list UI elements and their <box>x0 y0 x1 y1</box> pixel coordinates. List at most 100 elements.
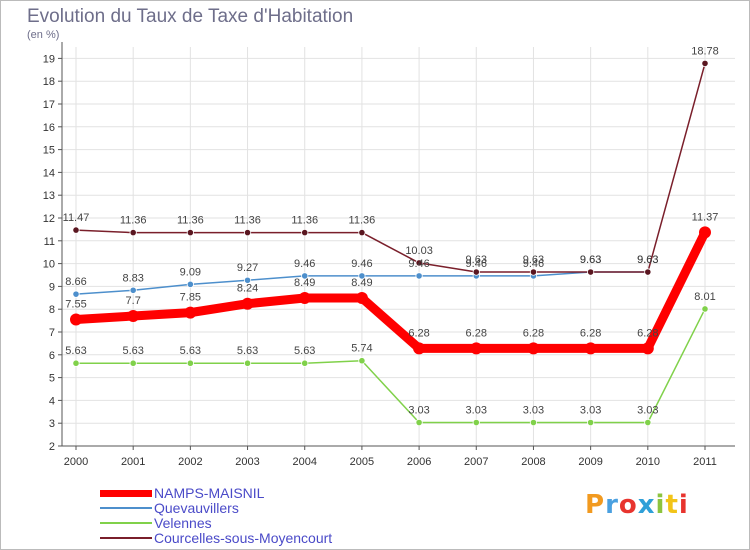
chart-subtitle: (en %) <box>27 29 60 41</box>
x-tick-label: 2007 <box>464 456 488 468</box>
legend-label: NAMPS-MAISNIL <box>154 485 265 501</box>
y-tick-label: 16 <box>43 122 55 134</box>
data-label: 9.27 <box>237 262 258 274</box>
data-point <box>641 342 654 355</box>
data-point <box>72 226 80 234</box>
y-tick-label: 5 <box>49 373 55 385</box>
data-point <box>301 272 309 280</box>
data-point <box>184 306 197 319</box>
data-label: 6.28 <box>637 327 658 339</box>
legend-swatch <box>100 522 152 524</box>
data-point <box>70 313 82 326</box>
data-label: 7.55 <box>65 298 86 310</box>
data-label: 7.7 <box>126 295 141 307</box>
data-label: 8.01 <box>694 291 715 303</box>
data-label: 9.46 <box>408 258 429 270</box>
data-point <box>186 359 194 367</box>
legend-label: Courcelles-sous-Moyencourt <box>154 530 333 546</box>
data-point <box>243 276 252 284</box>
legend-label: Quevauvillers <box>154 500 239 516</box>
data-point <box>243 359 252 367</box>
y-tick-label: 18 <box>43 76 55 88</box>
data-point <box>358 228 366 237</box>
data-label: 8.66 <box>65 276 86 288</box>
data-label: 11.36 <box>177 215 204 227</box>
proxiti-logo: Proxiti <box>585 490 689 520</box>
data-label: 7.85 <box>180 292 201 304</box>
x-tick-label: 2002 <box>178 456 202 468</box>
data-label: 9.46 <box>466 258 487 270</box>
data-point <box>701 59 709 68</box>
data-point <box>699 226 711 239</box>
y-tick-label: 4 <box>49 395 55 407</box>
data-label: 6.28 <box>580 327 601 339</box>
data-label: 3.03 <box>408 405 429 417</box>
data-label: 5.63 <box>237 345 258 357</box>
data-label: 11.36 <box>291 215 318 227</box>
data-point <box>413 342 426 355</box>
y-tick-label: 12 <box>43 213 55 225</box>
x-tick-label: 2009 <box>578 456 602 468</box>
y-tick-label: 3 <box>49 418 55 430</box>
data-point <box>355 292 368 305</box>
data-label: 9.63 <box>637 254 658 266</box>
y-tick-label: 15 <box>43 145 55 157</box>
data-point <box>72 290 80 298</box>
y-tick-label: 10 <box>43 259 55 271</box>
data-point <box>644 268 652 276</box>
data-label: 9.46 <box>351 258 372 270</box>
data-point <box>358 272 366 280</box>
data-label: 5.63 <box>294 345 315 357</box>
y-tick-label: 17 <box>43 99 55 111</box>
data-label: 6.28 <box>466 327 487 339</box>
data-point <box>129 228 137 237</box>
data-label: 9.63 <box>523 254 544 266</box>
y-tick-label: 7 <box>49 327 55 339</box>
plot-area <box>62 47 735 446</box>
y-tick-label: 19 <box>43 53 55 65</box>
data-label: 3.03 <box>637 405 658 417</box>
x-tick-label: 2006 <box>407 456 431 468</box>
data-label: 5.63 <box>180 345 201 357</box>
data-point <box>470 342 483 355</box>
y-tick-label: 11 <box>44 236 55 248</box>
data-label: 3.03 <box>466 405 487 417</box>
legend-swatch <box>100 489 152 497</box>
data-label: 8.49 <box>294 277 315 289</box>
data-point <box>415 418 423 427</box>
y-tick-label: 9 <box>49 281 55 293</box>
data-label: 9.63 <box>637 254 658 266</box>
x-tick-label: 2011 <box>693 456 717 468</box>
data-label: 9.63 <box>466 254 487 266</box>
data-label: 10.03 <box>405 245 433 257</box>
x-tick-label: 2004 <box>292 456 316 468</box>
data-point <box>186 280 194 288</box>
data-label: 5.74 <box>351 343 372 355</box>
data-label: 11.36 <box>349 215 376 227</box>
y-tick-label: 6 <box>49 350 55 362</box>
data-point <box>415 259 423 267</box>
data-label: 3.03 <box>523 405 544 417</box>
data-label: 6.28 <box>523 327 544 339</box>
data-label: 9.46 <box>523 258 544 270</box>
data-point <box>587 268 595 276</box>
x-tick-label: 2003 <box>235 456 259 468</box>
data-label: 11.47 <box>63 212 90 224</box>
data-point <box>472 268 480 276</box>
data-label: 3.03 <box>580 405 601 417</box>
y-tick-label: 13 <box>43 190 55 202</box>
data-point <box>358 357 366 365</box>
legend-swatch <box>100 507 152 509</box>
data-label: 11.36 <box>120 215 147 227</box>
data-point <box>529 418 538 427</box>
data-point <box>186 228 194 237</box>
legend-swatch <box>100 537 152 539</box>
data-label: 9.63 <box>580 254 601 266</box>
data-label: 8.24 <box>237 283 258 295</box>
data-point <box>129 359 137 367</box>
y-tick-label: 2 <box>49 441 55 453</box>
legend-label: Velennes <box>154 515 212 531</box>
series-line-namps-maisnil <box>75 230 710 353</box>
data-label: 11.37 <box>692 211 719 223</box>
